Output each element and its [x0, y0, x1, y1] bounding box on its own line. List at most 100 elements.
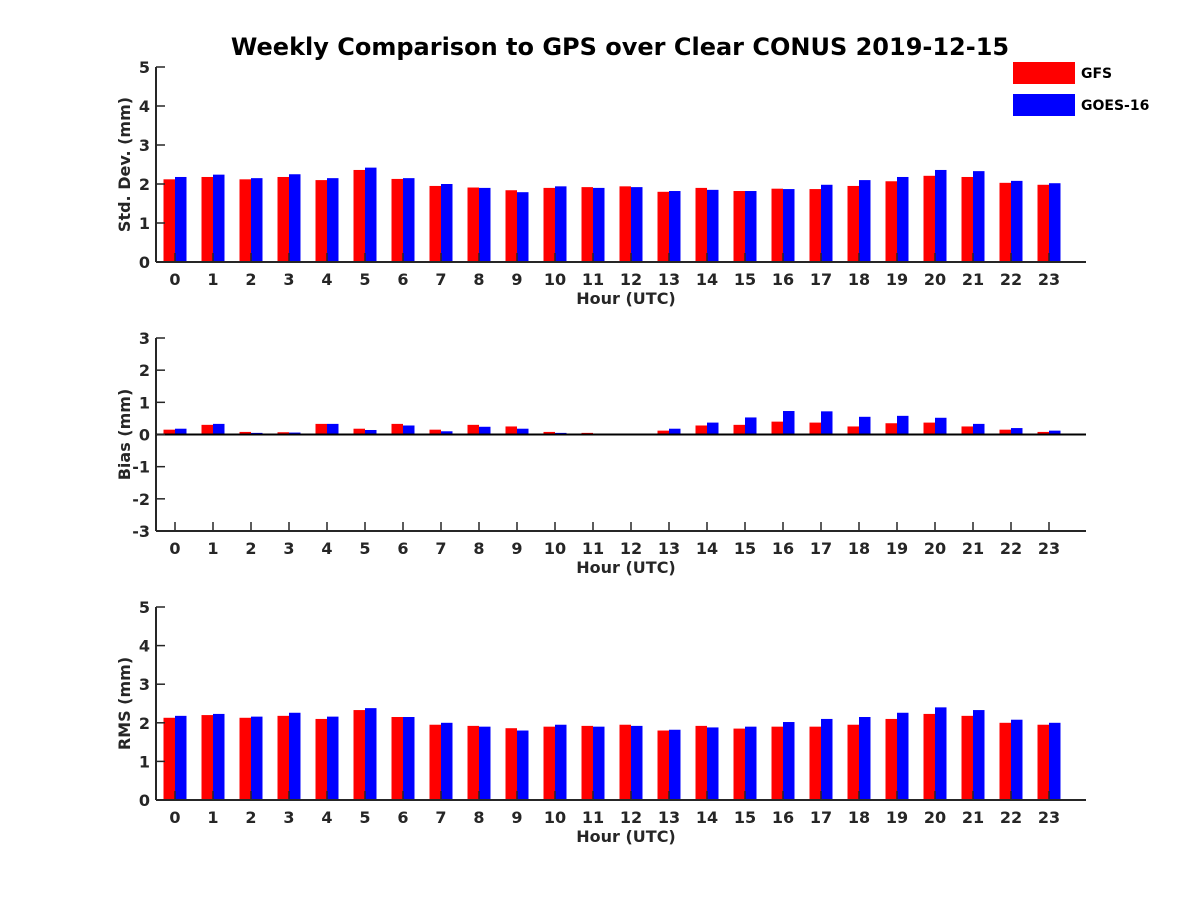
- bar-goes-16-hour-4: [327, 178, 339, 262]
- bar-goes-16-hour-1: [213, 174, 225, 262]
- bar-gfs-hour-23: [1037, 431, 1049, 435]
- bar-goes-16-hour-6: [403, 425, 415, 435]
- x-tick-label: 2: [245, 808, 256, 827]
- x-tick-label: 23: [1038, 808, 1060, 827]
- legend-label-goes-16: GOES-16: [1081, 98, 1149, 114]
- bar-gfs-hour-11: [581, 725, 593, 800]
- x-tick-label: 15: [734, 539, 756, 558]
- bar-goes-16-hour-8: [479, 187, 491, 262]
- x-tick-label: 22: [1000, 270, 1022, 289]
- legend-swatch-goes-16: [1013, 94, 1075, 116]
- x-tick-label: 19: [886, 808, 908, 827]
- bar-goes-16-hour-3: [289, 712, 301, 800]
- bar-gfs-hour-3: [277, 432, 289, 435]
- bar-gfs-hour-21: [961, 715, 973, 800]
- x-tick-label: 16: [772, 539, 794, 558]
- bar-goes-16-hour-9: [517, 192, 529, 262]
- y-tick-label: 2: [139, 361, 150, 380]
- bar-goes-16-hour-21: [973, 710, 985, 800]
- bar-gfs-hour-6: [391, 717, 403, 800]
- bar-gfs-hour-12: [619, 724, 631, 800]
- bar-gfs-hour-19: [885, 718, 897, 800]
- x-tick-label: 12: [620, 270, 642, 289]
- x-tick-label: 3: [283, 270, 294, 289]
- bar-gfs-hour-16: [771, 421, 783, 435]
- bar-goes-16-hour-17: [821, 718, 833, 800]
- bar-goes-16-hour-2: [251, 716, 263, 800]
- x-tick-label: 0: [169, 270, 180, 289]
- bar-goes-16-hour-11: [593, 187, 605, 262]
- bar-gfs-hour-8: [467, 725, 479, 800]
- x-tick-label: 10: [544, 270, 566, 289]
- bar-goes-16-hour-0: [175, 715, 187, 800]
- y-tick-label: 5: [139, 58, 150, 77]
- bar-gfs-hour-1: [201, 424, 213, 435]
- bar-goes-16-hour-23: [1049, 183, 1061, 262]
- bar-gfs-hour-21: [961, 426, 973, 435]
- bar-gfs-hour-2: [239, 717, 251, 800]
- bar-goes-16-hour-14: [707, 422, 719, 435]
- bar-goes-16-hour-11: [593, 726, 605, 800]
- bar-goes-16-hour-15: [745, 191, 757, 262]
- bar-goes-16-hour-7: [441, 184, 453, 262]
- x-tick-label: 1: [207, 270, 218, 289]
- bar-goes-16-hour-3: [289, 174, 301, 262]
- x-tick-label: 3: [283, 808, 294, 827]
- bar-goes-16-hour-2: [251, 178, 263, 262]
- chart-title: Weekly Comparison to GPS over Clear CONU…: [231, 33, 1009, 61]
- bar-gfs-hour-13: [657, 430, 669, 435]
- x-tick-label: 7: [435, 270, 446, 289]
- x-tick-label: 21: [962, 808, 984, 827]
- bar-goes-16-hour-16: [783, 722, 795, 800]
- bar-goes-16-hour-22: [1011, 719, 1023, 800]
- bar-gfs-hour-0: [163, 429, 175, 435]
- bar-goes-16-hour-17: [821, 411, 833, 435]
- y-tick-label: -1: [132, 458, 150, 477]
- bar-gfs-hour-16: [771, 726, 783, 800]
- bar-gfs-hour-10: [543, 726, 555, 800]
- x-tick-label: 10: [544, 808, 566, 827]
- x-tick-label: 9: [511, 270, 522, 289]
- x-tick-label: 23: [1038, 270, 1060, 289]
- bar-gfs-hour-10: [543, 431, 555, 435]
- y-tick-label: 4: [139, 97, 150, 116]
- x-tick-label: 11: [582, 270, 604, 289]
- y-axis-label: Std. Dev. (mm): [115, 97, 134, 232]
- bar-gfs-hour-9: [505, 728, 517, 800]
- x-tick-label: 11: [582, 539, 604, 558]
- bar-goes-16-hour-10: [555, 186, 567, 262]
- x-tick-label: 2: [245, 539, 256, 558]
- x-tick-label: 22: [1000, 539, 1022, 558]
- bar-gfs-hour-9: [505, 426, 517, 435]
- bar-gfs-hour-19: [885, 423, 897, 435]
- bar-gfs-hour-5: [353, 428, 365, 435]
- x-tick-label: 18: [848, 539, 870, 558]
- bar-goes-16-hour-23: [1049, 430, 1061, 435]
- bar-goes-16-hour-6: [403, 717, 415, 800]
- y-tick-label: 4: [139, 637, 150, 656]
- bar-gfs-hour-18: [847, 724, 859, 800]
- bar-goes-16-hour-7: [441, 431, 453, 435]
- x-tick-label: 16: [772, 808, 794, 827]
- x-tick-label: 6: [397, 539, 408, 558]
- bar-gfs-hour-2: [239, 431, 251, 435]
- x-tick-label: 9: [511, 808, 522, 827]
- x-tick-label: 19: [886, 270, 908, 289]
- bar-goes-16-hour-14: [707, 727, 719, 800]
- bar-goes-16-hour-13: [669, 729, 681, 800]
- bar-gfs-hour-11: [581, 187, 593, 262]
- x-tick-label: 20: [924, 270, 946, 289]
- bar-goes-16-hour-4: [327, 716, 339, 800]
- bar-gfs-hour-6: [391, 178, 403, 262]
- x-tick-label: 13: [658, 808, 680, 827]
- bar-goes-16-hour-17: [821, 184, 833, 262]
- bar-gfs-hour-13: [657, 730, 669, 800]
- x-tick-label: 8: [473, 808, 484, 827]
- bar-goes-16-hour-9: [517, 428, 529, 435]
- y-tick-label: 1: [139, 214, 150, 233]
- y-axis-label: Bias (mm): [115, 389, 134, 481]
- legend-label-gfs: GFS: [1081, 66, 1112, 82]
- x-tick-label: 1: [207, 539, 218, 558]
